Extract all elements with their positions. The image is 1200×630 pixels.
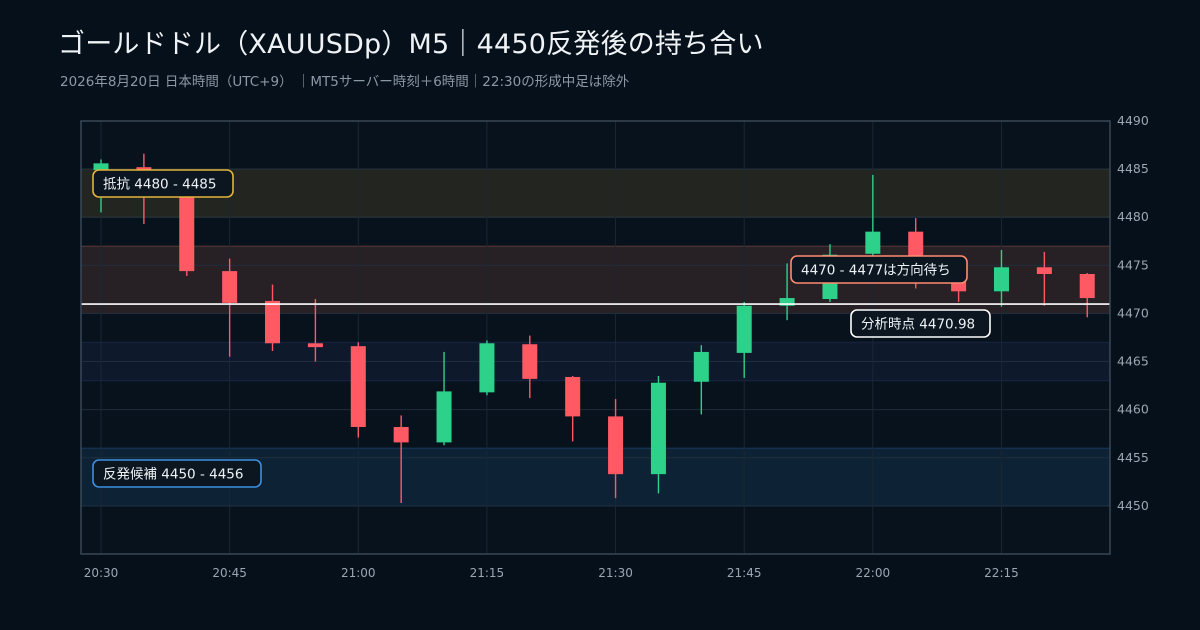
page-title: ゴールドドル（XAUUSDp）M5｜4450反発後の持ち合い <box>58 29 764 60</box>
neutral-zone-label: 4470 - 4477は方向待ち <box>801 263 951 279</box>
resistance-zone-label-box <box>92 169 234 198</box>
y-tick-label: 4460 <box>1117 402 1149 417</box>
candle-body <box>222 271 238 303</box>
y-tick-label: 4490 <box>1117 113 1149 128</box>
x-tick-label: 20:45 <box>212 566 247 580</box>
candle-body <box>436 391 452 443</box>
neutral-zone-label-box <box>790 255 968 284</box>
candle-body <box>608 416 624 475</box>
x-tick-label: 21:45 <box>727 566 762 580</box>
candle-body <box>1036 267 1052 274</box>
y-tick-label: 4455 <box>1117 450 1149 465</box>
y-tick-label: 4470 <box>1117 305 1149 320</box>
candle-body <box>479 343 495 393</box>
x-tick-label: 21:30 <box>598 566 633 580</box>
candle-body <box>179 194 195 272</box>
candle-body <box>393 426 409 443</box>
page-subtitle: 2026年8月20日 日本時間（UTC+9） ｜MT5サーバー時刻＋6時間｜22… <box>60 74 630 90</box>
candle-body <box>565 376 581 417</box>
y-tick-label: 4465 <box>1117 354 1149 369</box>
y-tick-label: 4450 <box>1117 498 1149 513</box>
x-tick-label: 22:00 <box>856 566 891 580</box>
resistance-zone-label: 抵抗 4480 - 4485 <box>103 177 216 193</box>
x-tick-label: 21:15 <box>470 566 505 580</box>
candle-body <box>779 298 795 306</box>
candle-body <box>307 343 323 348</box>
x-tick-label: 20:30 <box>84 566 119 580</box>
plot-frame <box>80 120 1111 555</box>
candle-body <box>693 351 709 382</box>
candle-body <box>265 300 281 344</box>
candle-body <box>736 305 752 353</box>
candle-body <box>1079 273 1095 299</box>
support-zone-label: 反発候補 4450 - 4456 <box>103 467 243 483</box>
support-zone-label-box <box>92 459 262 488</box>
y-tick-label: 4485 <box>1117 161 1149 176</box>
candle-body <box>93 163 109 171</box>
candle-body <box>993 267 1009 292</box>
y-tick-label: 4475 <box>1117 257 1149 272</box>
x-tick-label: 21:00 <box>341 566 376 580</box>
candle-body <box>522 344 538 379</box>
candle-body <box>350 346 366 427</box>
current-price-label: 分析時点 4470.98 <box>861 317 975 333</box>
zone-band-0 <box>81 169 1110 218</box>
y-tick-label: 4480 <box>1117 209 1149 224</box>
candle-body <box>650 382 666 475</box>
current-price-label-box <box>850 309 991 338</box>
candle-body <box>865 231 881 254</box>
x-tick-label: 22:15 <box>984 566 1019 580</box>
